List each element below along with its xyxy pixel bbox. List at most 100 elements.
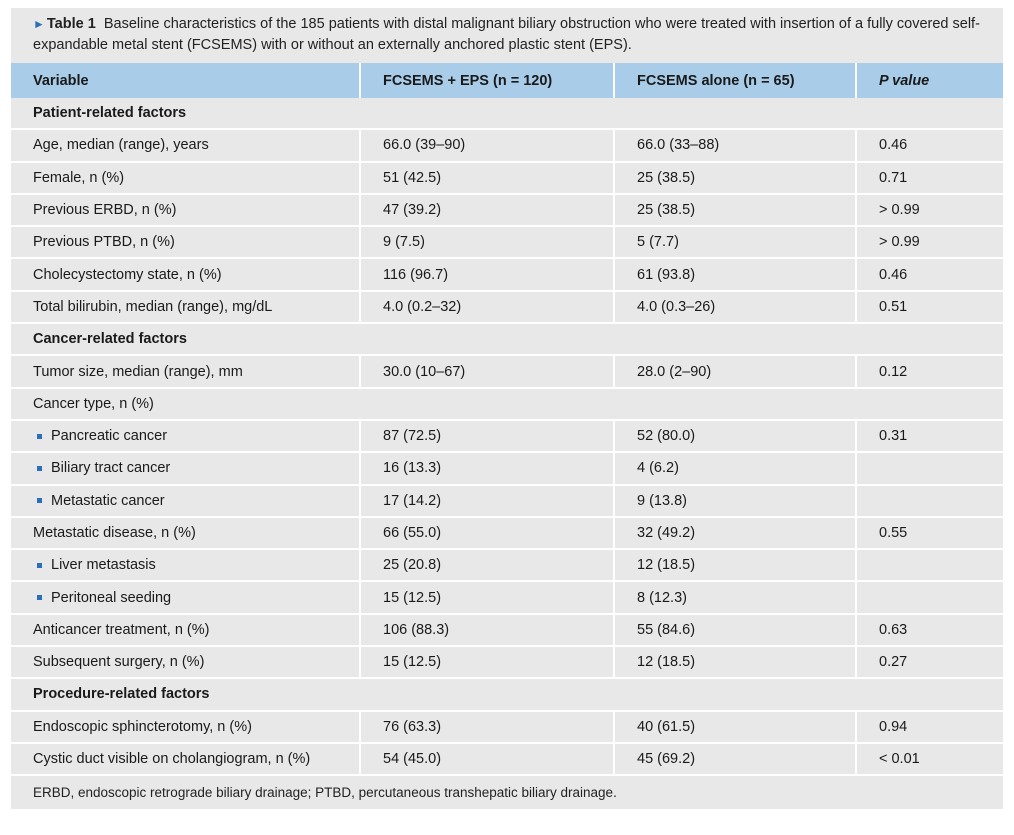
row-group2: 12 (18.5) xyxy=(615,647,857,678)
row-group1: 47 (39.2) xyxy=(361,194,615,226)
row-group1: 66.0 (39–90) xyxy=(361,130,615,161)
row-label-sub: Peritoneal seeding xyxy=(11,582,361,613)
row-p: 0.55 xyxy=(879,525,908,541)
bullet-icon xyxy=(37,562,42,568)
table-row: Total bilirubin, median (range), mg/dL 4… xyxy=(11,291,1003,325)
caption-label: Table 1 xyxy=(46,16,96,32)
row-p: 0.31 xyxy=(879,428,908,445)
table-caption: ► Table 1 Baseline characteristics of the… xyxy=(11,8,1003,63)
row-p: > 0.99 xyxy=(879,234,920,251)
row-group1: 30.0 (10–67) xyxy=(361,356,615,387)
row-group1: 51 (42.5) xyxy=(361,162,615,193)
row-p: > 0.99 xyxy=(879,202,920,219)
row-group1: 116 (96.7) xyxy=(361,259,615,290)
section-row-cancer: Cancer-related factors xyxy=(11,324,1003,357)
table-row: Peritoneal seeding 15 (12.5) 8 (12.3) xyxy=(11,582,1003,615)
row-label: Endoscopic sphincterotomy, n (%) xyxy=(11,711,361,742)
row-group2: 4.0 (0.3–26) xyxy=(615,291,857,323)
row-label-text: Metastatic cancer xyxy=(51,492,165,509)
row-group2: 32 (49.2) xyxy=(615,517,857,549)
row-group2: 12 (18.5) xyxy=(615,550,857,581)
row-group2: 5 (7.7) xyxy=(615,227,857,258)
table-row: Metastatic cancer 17 (14.2) 9 (13.8) xyxy=(11,485,1003,518)
row-group2: 45 (69.2) xyxy=(615,743,857,775)
row-group2: 4 (6.2) xyxy=(615,453,857,484)
row-p: 0.94 xyxy=(879,718,908,735)
row-label-sub: Liver metastasis xyxy=(11,550,361,581)
row-p: 0.46 xyxy=(879,266,908,283)
section-row-patient: Patient-related factors xyxy=(11,98,1003,131)
section-row-procedure: Procedure-related factors xyxy=(11,679,1003,712)
table-row: Endoscopic sphincterotomy, n (%) 76 (63.… xyxy=(11,711,1003,744)
row-group1: 54 (45.0) xyxy=(361,743,615,775)
table-1: ► Table 1 Baseline characteristics of the… xyxy=(11,8,1003,810)
row-label: Anticancer treatment, n (%) xyxy=(11,614,361,646)
row-group2: 52 (80.0) xyxy=(615,420,857,452)
row-label: Previous PTBD, n (%) xyxy=(11,227,361,258)
row-label: Metastatic disease, n (%) xyxy=(11,517,361,549)
row-label: Female, n (%) xyxy=(11,162,361,193)
table-footnote: ERBD, endoscopic retrograde biliary drai… xyxy=(33,785,617,801)
row-label-text: Biliary tract cancer xyxy=(51,460,171,477)
table-row: Subsequent surgery, n (%) 15 (12.5) 12 (… xyxy=(11,647,1003,680)
table-row: Previous PTBD, n (%) 9 (7.5) 5 (7.7) > 0… xyxy=(11,227,1003,260)
section-label: Procedure-related factors xyxy=(33,686,210,703)
row-group2: 28.0 (2–90) xyxy=(615,356,857,387)
caption-arrow-icon: ► xyxy=(33,17,45,31)
row-p: 0.71 xyxy=(879,169,908,186)
bullet-icon xyxy=(37,433,42,439)
table-row: Age, median (range), years 66.0 (39–90) … xyxy=(11,130,1003,163)
row-label-text: Pancreatic cancer xyxy=(51,428,168,445)
row-p xyxy=(857,486,1003,516)
header-variable: Variable xyxy=(11,63,361,98)
row-label: Previous ERBD, n (%) xyxy=(11,194,361,226)
row-group2: 25 (38.5) xyxy=(615,162,857,193)
row-group2: 55 (84.6) xyxy=(615,614,857,646)
table-row: Cystic duct visible on cholangiogram, n … xyxy=(11,743,1003,777)
row-p xyxy=(857,582,1003,612)
table-header-row: Variable FCSEMS + EPS (n = 120) FCSEMS a… xyxy=(11,63,1003,98)
row-group1: 9 (7.5) xyxy=(361,227,615,258)
table-row: Cholecystectomy state, n (%) 116 (96.7) … xyxy=(11,259,1003,292)
row-group2: 25 (38.5) xyxy=(615,194,857,226)
row-group2: 40 (61.5) xyxy=(615,711,857,742)
row-label-text: Liver metastasis xyxy=(51,557,156,574)
table-row: Female, n (%) 51 (42.5) 25 (38.5) 0.71 xyxy=(11,162,1003,195)
row-group1: 76 (63.3) xyxy=(361,711,615,742)
row-p: < 0.01 xyxy=(879,751,920,768)
row-group2: 66.0 (33–88) xyxy=(615,130,857,161)
row-label-sub: Metastatic cancer xyxy=(11,485,361,516)
row-label: Subsequent surgery, n (%) xyxy=(11,647,361,678)
row-group1: 16 (13.3) xyxy=(361,453,615,484)
table-row: Previous ERBD, n (%) 47 (39.2) 25 (38.5)… xyxy=(11,194,1003,228)
row-group2: 8 (12.3) xyxy=(615,582,857,613)
row-group1: 15 (12.5) xyxy=(361,582,615,613)
row-group2: 9 (13.8) xyxy=(615,485,857,516)
row-group1: 15 (12.5) xyxy=(361,647,615,678)
section-label: Patient-related factors xyxy=(33,105,187,122)
row-group1: 4.0 (0.2–32) xyxy=(361,291,615,323)
row-label: Cholecystectomy state, n (%) xyxy=(11,259,361,290)
row-p: 0.46 xyxy=(879,137,908,154)
table-row: Liver metastasis 25 (20.8) 12 (18.5) xyxy=(11,550,1003,583)
row-p: 0.63 xyxy=(879,621,908,638)
row-p: 0.51 xyxy=(879,298,908,315)
row-group1: 87 (72.5) xyxy=(361,420,615,452)
bullet-icon xyxy=(37,595,42,601)
row-group2: 61 (93.8) xyxy=(615,259,857,290)
row-group1: 106 (88.3) xyxy=(361,614,615,646)
row-label-text: Peritoneal seeding xyxy=(51,589,172,606)
table-row: Pancreatic cancer 87 (72.5) 52 (80.0) 0.… xyxy=(11,420,1003,454)
section-label: Cancer-related factors xyxy=(33,331,187,348)
bullet-icon xyxy=(37,498,42,504)
table-row: Biliary tract cancer 16 (13.3) 4 (6.2) xyxy=(11,453,1003,486)
table-row: Metastatic disease, n (%) 66 (55.0) 32 (… xyxy=(11,517,1003,551)
row-label: Age, median (range), years xyxy=(11,130,361,161)
row-p xyxy=(857,453,1003,483)
row-group1: 25 (20.8) xyxy=(361,550,615,581)
row-group1: 66 (55.0) xyxy=(361,517,615,549)
row-label: Total bilirubin, median (range), mg/dL xyxy=(11,291,361,323)
row-label-sub: Biliary tract cancer xyxy=(11,453,361,484)
row-group1: 17 (14.2) xyxy=(361,485,615,516)
table-row: Cancer type, n (%) xyxy=(11,389,1003,421)
